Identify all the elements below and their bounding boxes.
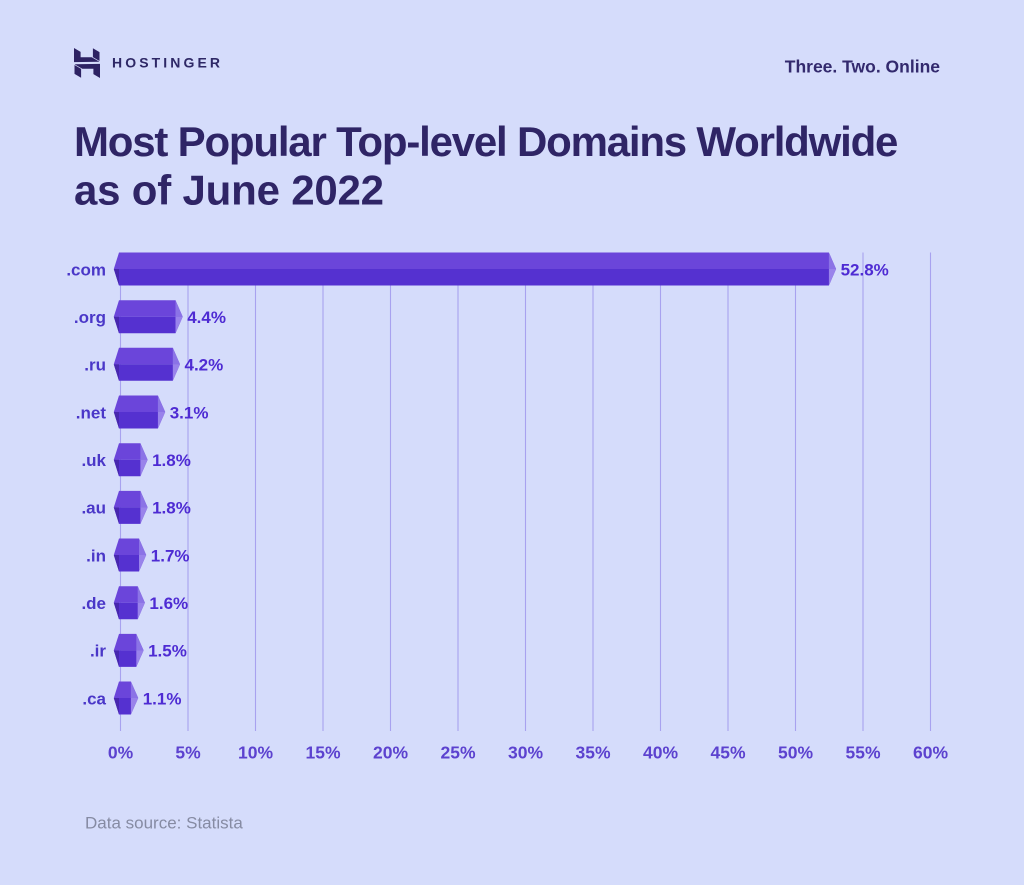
svg-text:55%: 55% <box>845 743 880 763</box>
svg-text:35%: 35% <box>575 743 610 763</box>
svg-text:HOSTINGER: HOSTINGER <box>112 55 223 71</box>
svg-text:as of June 2022: as of June 2022 <box>74 167 384 214</box>
svg-text:Data source: Statista: Data source: Statista <box>85 814 243 833</box>
svg-text:Most Popular Top-level Domains: Most Popular Top-level Domains Worldwide <box>74 118 897 165</box>
svg-text:0%: 0% <box>108 743 134 763</box>
svg-text:45%: 45% <box>710 743 745 763</box>
svg-text:1.8%: 1.8% <box>152 451 191 470</box>
svg-text:40%: 40% <box>643 743 678 763</box>
svg-text:4.2%: 4.2% <box>185 356 224 375</box>
svg-text:10%: 10% <box>238 743 273 763</box>
svg-text:.in: .in <box>86 546 106 565</box>
svg-text:.net: .net <box>76 403 107 422</box>
svg-text:.au: .au <box>81 499 106 518</box>
svg-text:Three. Two. Online: Three. Two. Online <box>785 57 941 77</box>
svg-text:1.8%: 1.8% <box>152 499 191 518</box>
svg-text:.org: .org <box>74 308 106 327</box>
svg-text:.ir: .ir <box>90 642 106 661</box>
svg-text:.ca: .ca <box>82 689 106 708</box>
svg-text:1.7%: 1.7% <box>151 546 190 565</box>
svg-text:1.1%: 1.1% <box>143 689 182 708</box>
svg-text:.de: .de <box>81 594 106 613</box>
svg-text:15%: 15% <box>305 743 340 763</box>
svg-text:.com: .com <box>66 260 106 279</box>
svg-text:50%: 50% <box>778 743 813 763</box>
svg-text:1.6%: 1.6% <box>149 594 188 613</box>
svg-text:30%: 30% <box>508 743 543 763</box>
svg-text:52.8%: 52.8% <box>841 260 889 279</box>
svg-text:.ru: .ru <box>84 356 106 375</box>
svg-text:60%: 60% <box>913 743 948 763</box>
svg-text:25%: 25% <box>440 743 475 763</box>
svg-text:20%: 20% <box>373 743 408 763</box>
svg-text:3.1%: 3.1% <box>170 403 209 422</box>
svg-text:4.4%: 4.4% <box>187 308 226 327</box>
svg-text:5%: 5% <box>175 743 201 763</box>
svg-text:.uk: .uk <box>81 451 106 470</box>
svg-text:1.5%: 1.5% <box>148 642 187 661</box>
